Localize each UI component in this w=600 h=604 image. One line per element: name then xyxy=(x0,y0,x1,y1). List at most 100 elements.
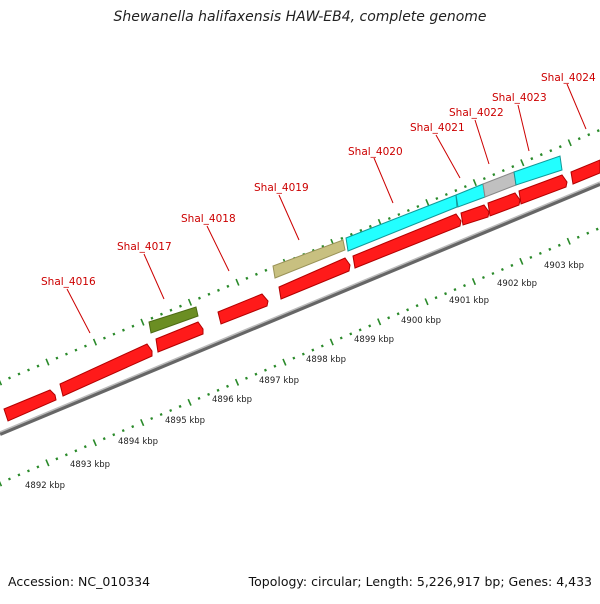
minor-tick xyxy=(435,196,439,201)
minor-tick xyxy=(596,129,600,133)
minor-tick xyxy=(586,231,590,235)
minor-tick xyxy=(359,228,363,232)
minor-tick xyxy=(226,284,230,288)
minor-tick xyxy=(434,296,438,300)
major-tick xyxy=(472,178,477,187)
minor-tick xyxy=(83,344,87,348)
feature-gray-shal4022 xyxy=(482,171,517,198)
minor-tick xyxy=(244,376,248,380)
kbp-label: 4898 kbp xyxy=(306,355,346,365)
minor-tick xyxy=(492,173,496,177)
cds-arrow-shal4022 xyxy=(487,192,521,217)
minor-tick xyxy=(301,352,305,356)
cds-arrow-shal4023 xyxy=(518,174,568,205)
minor-tick xyxy=(216,388,220,392)
minor-tick xyxy=(577,137,581,141)
minor-tick xyxy=(264,268,268,272)
kbp-label: 4894 kbp xyxy=(118,437,158,447)
major-tick xyxy=(92,338,98,346)
minor-tick xyxy=(557,243,561,247)
minor-tick xyxy=(416,204,420,209)
minor-tick xyxy=(311,348,315,352)
major-tick xyxy=(519,257,524,265)
kbp-label: 4899 kbp xyxy=(354,335,394,345)
minor-tick xyxy=(595,227,599,231)
minor-tick xyxy=(491,271,495,276)
minor-tick xyxy=(169,308,173,312)
minor-tick xyxy=(55,457,59,461)
minor-tick xyxy=(102,336,106,340)
minor-tick xyxy=(444,192,448,197)
minor-tick xyxy=(444,292,448,296)
gene-label: Shal_4017 xyxy=(117,241,172,253)
major-tick xyxy=(566,237,571,245)
minor-tick xyxy=(17,372,21,376)
minor-tick xyxy=(462,284,467,288)
outer-tick-track xyxy=(0,129,600,386)
minor-tick xyxy=(254,372,258,376)
minor-tick xyxy=(539,153,543,157)
minor-tick xyxy=(7,477,11,481)
minor-tick xyxy=(463,185,467,189)
minor-tick xyxy=(36,364,40,368)
feature-cyan-shal4020 xyxy=(345,194,458,252)
minor-tick xyxy=(406,208,410,213)
minor-tick xyxy=(500,267,504,272)
major-tick xyxy=(140,418,145,427)
minor-tick xyxy=(64,352,68,356)
minor-tick xyxy=(340,236,344,240)
minor-tick xyxy=(510,263,514,268)
minor-tick xyxy=(396,312,400,316)
minor-tick xyxy=(150,416,154,421)
minor-tick xyxy=(159,312,163,316)
minor-tick xyxy=(453,288,457,292)
major-tick xyxy=(187,398,192,406)
minor-tick xyxy=(131,425,135,429)
map-title: Shewanella halifaxensis HAW-EB4, complet… xyxy=(113,9,487,25)
minor-tick xyxy=(245,276,249,280)
minor-tick xyxy=(225,384,230,388)
minor-tick xyxy=(150,316,154,320)
minor-tick xyxy=(538,251,542,255)
upper-features xyxy=(148,155,563,334)
minor-tick xyxy=(263,368,267,372)
kbp-label-group: 4892 kbp 4893 kbp 4894 kbp 4895 kbp 4896… xyxy=(25,261,584,491)
minor-tick xyxy=(292,356,296,360)
gene-label: Shal_4019 xyxy=(254,182,309,194)
cds-arrow-shal4016a xyxy=(3,389,57,422)
minor-tick xyxy=(197,296,201,300)
minor-tick xyxy=(349,332,353,336)
cds-arrow-shal4024 xyxy=(570,159,600,185)
minor-tick xyxy=(121,429,125,433)
major-tick xyxy=(377,318,382,326)
gene-label: Shal_4023 xyxy=(492,92,547,104)
gene-label: Shal_4024 xyxy=(541,72,596,84)
minor-tick xyxy=(102,437,106,441)
minor-tick xyxy=(511,165,515,169)
kbp-label: 4901 kbp xyxy=(449,296,489,306)
gene-label: Shal_4016 xyxy=(41,276,96,288)
genome-summary-text: Topology: circular; Length: 5,226,917 bp… xyxy=(248,574,592,589)
feature-khaki-shal4019 xyxy=(272,239,346,279)
minor-tick xyxy=(26,368,31,372)
cds-arrow-shal4016b xyxy=(59,343,153,397)
minor-tick xyxy=(358,328,362,332)
inner-tick-track xyxy=(0,227,599,487)
minor-tick xyxy=(549,149,553,153)
minor-tick xyxy=(387,216,391,221)
gene-label: Shal_4022 xyxy=(449,107,504,119)
minor-tick xyxy=(207,292,211,296)
major-tick xyxy=(329,338,334,346)
kbp-label: 4893 kbp xyxy=(70,460,110,470)
minor-tick xyxy=(397,212,401,217)
cds-arrow-shal4018 xyxy=(217,293,269,325)
minor-tick xyxy=(320,344,324,348)
gene-label-group: Shal_4016 Shal_4017 Shal_4018 Shal_4019 … xyxy=(41,72,596,288)
kbp-label: 4896 kbp xyxy=(212,395,252,405)
gene-label: Shal_4020 xyxy=(348,146,403,158)
minor-tick xyxy=(74,348,78,352)
minor-tick xyxy=(112,332,116,336)
kbp-label: 4902 kbp xyxy=(497,279,537,289)
kbp-label: 4892 kbp xyxy=(25,481,65,491)
